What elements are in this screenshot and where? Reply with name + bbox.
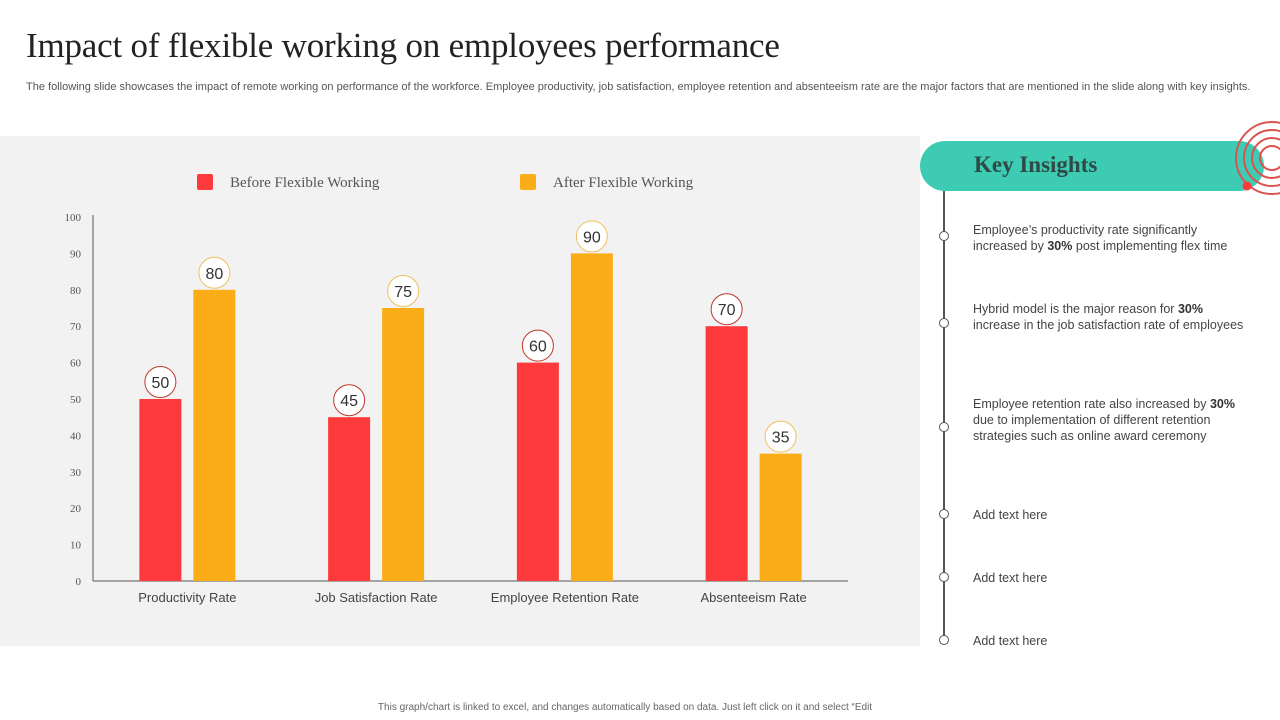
data-label: 80 — [205, 266, 223, 283]
insight-item[interactable]: Employee’s productivity rate significant… — [973, 222, 1253, 254]
y-tick-label: 50 — [70, 394, 82, 406]
y-tick-label: 60 — [70, 358, 82, 370]
y-tick-label: 0 — [76, 576, 82, 588]
y-tick-label: 20 — [70, 503, 82, 515]
key-insights-panel: Key Insights Employee’s productivity rat… — [920, 121, 1280, 666]
bar-after — [570, 253, 613, 581]
data-label-bubble — [387, 275, 420, 307]
timeline-dot-icon — [939, 509, 949, 519]
timeline-dot-icon — [939, 422, 949, 432]
insight-text: Add text here — [973, 508, 1048, 522]
page-subtitle: The following slide showcases the impact… — [26, 81, 1251, 93]
timeline-dot-icon — [939, 572, 949, 582]
insight-text: Hybrid model is the major reason for — [973, 302, 1178, 316]
insight-highlight: 30% — [1047, 239, 1073, 253]
insight-text: post implementing flex time — [1072, 239, 1228, 253]
bar-before — [328, 417, 371, 581]
data-label-bubble — [198, 256, 231, 289]
timeline-line — [943, 191, 945, 641]
y-tick-label: 100 — [65, 212, 82, 224]
x-tick-label: Employee Retention Rate — [491, 590, 639, 605]
bar-before — [139, 399, 182, 581]
bar-after — [759, 453, 802, 581]
insight-text: Add text here — [973, 634, 1048, 648]
data-label: 35 — [772, 430, 790, 447]
y-tick-label: 10 — [70, 540, 82, 552]
legend-label-before: Before Flexible Working — [230, 175, 380, 191]
timeline-dot-icon — [939, 231, 949, 241]
data-label-bubble — [575, 220, 608, 253]
page-title: Impact of flexible working on employees … — [26, 26, 780, 65]
legend-label-after: After Flexible Working — [553, 175, 694, 191]
insight-text: due to implementation of different reten… — [973, 413, 1211, 443]
y-tick-label: 80 — [70, 285, 82, 297]
data-label-bubble — [333, 384, 366, 417]
chart-panel[interactable]: Before Flexible Working After Flexible Wo… — [0, 136, 920, 646]
data-label: 60 — [529, 339, 547, 356]
insight-item[interactable]: Add text here — [973, 570, 1253, 586]
legend-swatch-after — [520, 174, 536, 190]
y-tick-label: 90 — [70, 248, 82, 260]
insight-item[interactable]: Hybrid model is the major reason for 30%… — [973, 301, 1253, 333]
insight-text: Add text here — [973, 571, 1048, 585]
bar-after — [382, 308, 425, 581]
insight-text: increase in the job satisfaction rate of… — [973, 318, 1244, 332]
y-tick-label: 30 — [70, 467, 82, 479]
insight-highlight: 30% — [1177, 302, 1203, 316]
key-insights-title: Key Insights — [974, 152, 1098, 177]
bar-before — [516, 362, 559, 581]
x-tick-label: Absenteeism Rate — [701, 590, 807, 605]
footnote: This graph/chart is linked to excel, and… — [377, 702, 873, 713]
timeline-dot-icon — [939, 635, 949, 645]
insight-item[interactable]: Add text here — [973, 633, 1253, 649]
timeline-dot-icon — [939, 318, 949, 328]
y-tick-label: 70 — [70, 321, 82, 333]
data-label: 45 — [340, 393, 358, 410]
insight-item[interactable]: Employee retention rate also increased b… — [973, 396, 1253, 444]
data-label-bubble — [710, 293, 743, 326]
insight-text: Employee retention rate also increased b… — [973, 397, 1210, 411]
bar-before — [705, 326, 748, 581]
x-tick-label: Productivity Rate — [138, 590, 236, 605]
y-tick-label: 40 — [70, 430, 82, 442]
data-label: 70 — [718, 302, 736, 319]
x-tick-label: Job Satisfaction Rate — [315, 590, 438, 605]
data-label: 90 — [583, 229, 601, 246]
insight-highlight: 30% — [1209, 397, 1235, 411]
data-label-bubble — [764, 420, 797, 453]
insight-item[interactable]: Add text here — [973, 507, 1253, 523]
data-label: 50 — [151, 375, 169, 392]
bar-chart[interactable]: Before Flexible Working After Flexible Wo… — [0, 136, 920, 646]
data-label-bubble — [144, 366, 177, 398]
insight-text: Employee’s productivity rate significant… — [973, 223, 1198, 253]
concentric-rings-icon — [1235, 121, 1280, 195]
bar-after — [193, 289, 236, 581]
key-insights-header: Key Insights — [920, 141, 1264, 191]
data-label: 75 — [394, 284, 412, 301]
legend-swatch-before — [197, 174, 213, 190]
data-label-bubble — [521, 329, 554, 362]
